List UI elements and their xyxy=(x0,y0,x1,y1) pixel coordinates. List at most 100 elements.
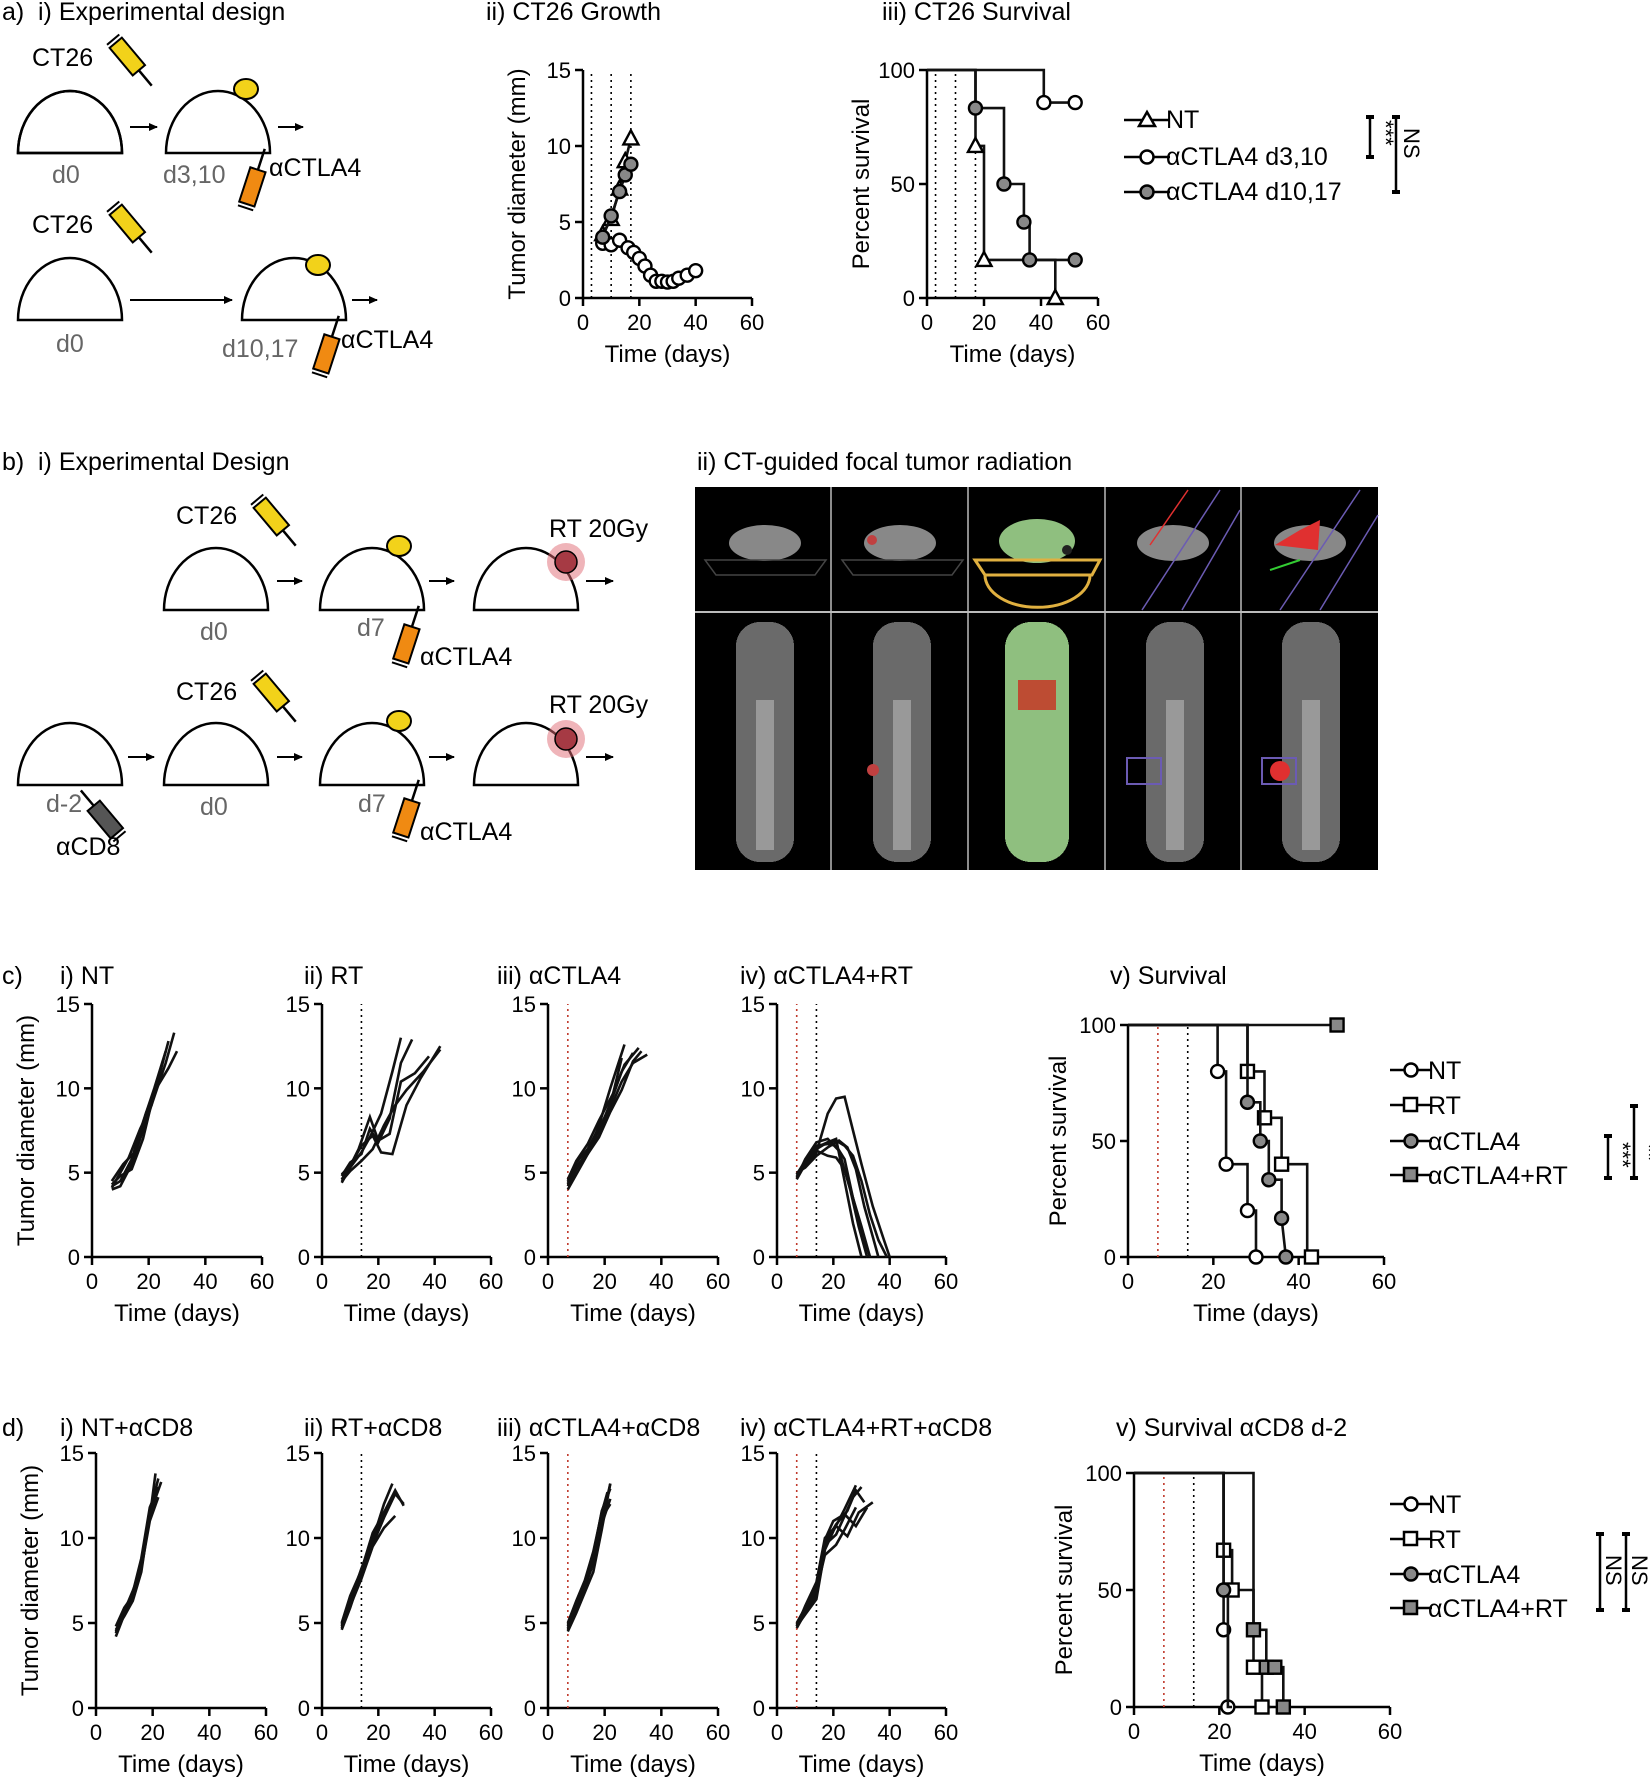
a-sig-2: NS xyxy=(1399,128,1424,159)
ct-axial-slice-segmented xyxy=(999,519,1075,563)
chart-c-i: 0 20 40 60 0 5 10 15 Time (days) Tumor diameter (… xyxy=(13,992,274,1327)
y-axis-label: Tumor diameter (mm) xyxy=(504,68,531,299)
x-tick-label: 20 xyxy=(821,1720,845,1745)
data-point-0-3 xyxy=(1248,1249,1264,1265)
y-tick-label: 0 xyxy=(1104,1245,1116,1270)
chart-d-v: 0 20 40 60 0 50 100 Time (days) Percent survival xyxy=(1051,1461,1402,1777)
x-tick-label: 0 xyxy=(771,1720,783,1745)
mouse-outline-10 xyxy=(318,721,426,787)
series-line-5 xyxy=(566,1503,612,1627)
y-tick-label: 15 xyxy=(512,992,536,1017)
c-legend: NT RT αCTLA4 αCTLA4+RT *** ** xyxy=(1390,1057,1650,1190)
x-axis-label: Time (days) xyxy=(344,1300,470,1327)
c-sig-1: *** xyxy=(1610,1142,1635,1168)
y-tick-label: 5 xyxy=(298,1611,310,1636)
series-line-4 xyxy=(340,1055,430,1181)
data-point-1-3 xyxy=(1303,1249,1320,1265)
data-point-0-4 xyxy=(621,127,641,146)
data-point-3-0 xyxy=(1245,1622,1262,1638)
series-line-5 xyxy=(566,1057,623,1186)
square-marker-icon-2 xyxy=(1402,1530,1419,1547)
c-title-5: v) Survival xyxy=(1110,962,1227,990)
mouse-outline-5 xyxy=(162,546,270,612)
y-axis-label: Tumor diameter (mm) xyxy=(17,1465,44,1696)
x-tick-label: 60 xyxy=(254,1720,278,1745)
x-tick-label: 60 xyxy=(250,1269,274,1294)
data-point-3-2 xyxy=(1267,1659,1283,1675)
y-tick-label: 100 xyxy=(878,58,915,83)
series-line-6 xyxy=(795,1139,889,1258)
mouse-outline-11 xyxy=(472,721,580,787)
x-tick-label: 60 xyxy=(479,1269,503,1294)
series-line-3 xyxy=(114,1496,160,1634)
x-axis-label: Time (days) xyxy=(1193,1300,1319,1327)
series-line-0 xyxy=(1128,1023,1258,1257)
b-row2-predrug: αCD8 xyxy=(56,833,120,861)
y-tick-label: 10 xyxy=(286,1076,310,1101)
data-point-1-14 xyxy=(687,262,704,279)
a-row2-daytreat: d10,17 xyxy=(222,335,298,363)
beam-line-green xyxy=(1269,559,1301,571)
syringe-ct26-icon-3 xyxy=(250,669,297,723)
panel-d: d) i) NT+αCD8 ii) RT+αCD8 iii) αCTLA4+αC… xyxy=(2,1414,1650,1778)
x-tick-label: 0 xyxy=(1128,1719,1140,1744)
y-tick-label: 10 xyxy=(286,1526,310,1551)
data-point-0-2 xyxy=(1239,1202,1256,1219)
c-legend-nt: NT xyxy=(1428,1057,1461,1085)
x-tick-label: 0 xyxy=(316,1720,328,1745)
chart-c-iv: 0 20 40 60 0 5 10 15 Time (days) xyxy=(741,992,959,1327)
y-axis-label: Percent survival xyxy=(848,99,875,270)
c-legend-rt: RT xyxy=(1428,1092,1461,1120)
data-point-0-2 xyxy=(1045,287,1065,306)
x-tick-label: 0 xyxy=(86,1269,98,1294)
b-row2-dayminus2: d-2 xyxy=(46,790,82,818)
data-point-2-3 xyxy=(1273,1210,1290,1226)
syringe-ctla4-icon-3 xyxy=(391,779,421,843)
series-line-3 xyxy=(340,1048,442,1182)
x-tick-label: 20 xyxy=(592,1269,616,1294)
y-tick-label: 10 xyxy=(512,1076,536,1101)
y-tick-label: 5 xyxy=(524,1161,536,1186)
series-line-1 xyxy=(111,1050,167,1188)
x-tick-label: 0 xyxy=(90,1720,102,1745)
beam-line-1 xyxy=(1181,509,1241,611)
ct-coronal-spine-1 xyxy=(893,700,911,850)
data-point-1-2 xyxy=(1245,1659,1262,1675)
irradiated-tumor-icon xyxy=(554,550,578,574)
d-sig-2: NS xyxy=(1627,1555,1650,1586)
data-point-2-2 xyxy=(611,183,628,200)
b-row1-daytreat: d7 xyxy=(357,614,385,642)
y-tick-label: 5 xyxy=(68,1161,80,1186)
b-row2-day0: d0 xyxy=(200,793,228,821)
y-tick-label: 15 xyxy=(741,992,765,1017)
y-tick-label: 10 xyxy=(741,1526,765,1551)
ct-coronal-row xyxy=(736,622,1340,862)
series-line-2 xyxy=(114,1473,157,1627)
y-tick-label: 0 xyxy=(298,1696,310,1721)
b-design-row2: d-2 αCD8 CT26 d0 d7 αCTLA4 xyxy=(16,669,649,861)
ct-coronal-spine-2 xyxy=(1166,700,1184,850)
a-design-row1: CT26 d0 d3,10 αCTLA4 xyxy=(16,33,361,212)
x-axis-label: Time (days) xyxy=(114,1300,240,1327)
ct-axial-slice xyxy=(729,525,801,561)
y-tick-label: 50 xyxy=(1092,1129,1116,1154)
a-row1-daytreat: d3,10 xyxy=(163,161,226,189)
circle-marker-icon-1 xyxy=(1139,184,1155,200)
mouse-outline-3 xyxy=(16,256,124,322)
d-legend: NT RT αCTLA4 αCTLA4+RT NS NS xyxy=(1390,1491,1650,1623)
syringe-ctla4-icon-2 xyxy=(391,605,421,669)
beam-line-2 xyxy=(1279,489,1361,611)
x-axis-label: Time (days) xyxy=(570,1300,696,1327)
circle-marker-icon-2 xyxy=(1403,1062,1419,1078)
data-point-1-1 xyxy=(1067,94,1083,111)
data-point-0-1 xyxy=(1218,1156,1234,1172)
x-tick-label: 40 xyxy=(197,1720,221,1745)
data-point-2-0 xyxy=(1215,1582,1232,1598)
dose-spot-icon xyxy=(1270,761,1290,781)
y-tick-label: 15 xyxy=(60,1441,84,1466)
x-tick-label: 20 xyxy=(627,310,651,335)
ct-coronal-segmented xyxy=(1005,622,1069,862)
data-point-2-0 xyxy=(1239,1094,1256,1110)
data-point-2-1 xyxy=(1252,1133,1268,1149)
